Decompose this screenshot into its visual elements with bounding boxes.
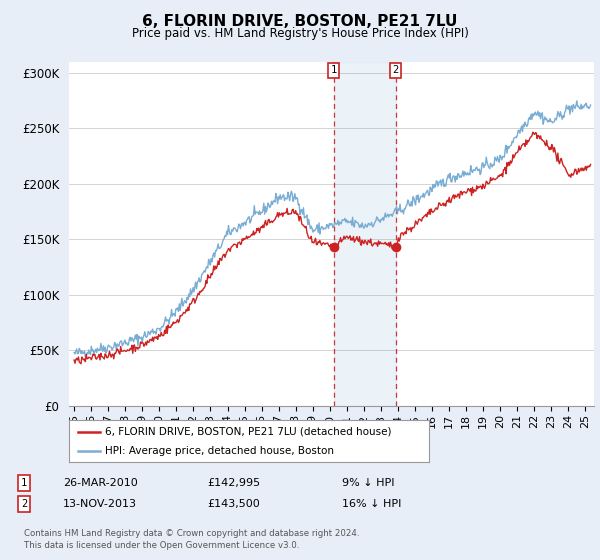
Text: 6, FLORIN DRIVE, BOSTON, PE21 7LU (detached house): 6, FLORIN DRIVE, BOSTON, PE21 7LU (detac… — [105, 427, 392, 437]
Text: HPI: Average price, detached house, Boston: HPI: Average price, detached house, Bost… — [105, 446, 334, 456]
Text: 2: 2 — [392, 66, 399, 76]
Text: £142,995: £142,995 — [207, 478, 260, 488]
Text: Contains HM Land Registry data © Crown copyright and database right 2024.
This d: Contains HM Land Registry data © Crown c… — [24, 529, 359, 550]
Text: 16% ↓ HPI: 16% ↓ HPI — [342, 499, 401, 509]
Text: 9% ↓ HPI: 9% ↓ HPI — [342, 478, 395, 488]
Text: Price paid vs. HM Land Registry's House Price Index (HPI): Price paid vs. HM Land Registry's House … — [131, 27, 469, 40]
Bar — [334, 62, 396, 406]
Text: 6, FLORIN DRIVE, BOSTON, PE21 7LU: 6, FLORIN DRIVE, BOSTON, PE21 7LU — [142, 14, 458, 29]
Text: 1: 1 — [331, 66, 337, 76]
Text: 26-MAR-2010: 26-MAR-2010 — [63, 478, 138, 488]
Text: 13-NOV-2013: 13-NOV-2013 — [63, 499, 137, 509]
Text: £143,500: £143,500 — [207, 499, 260, 509]
Text: 1: 1 — [21, 478, 27, 488]
Text: 2: 2 — [21, 499, 27, 509]
